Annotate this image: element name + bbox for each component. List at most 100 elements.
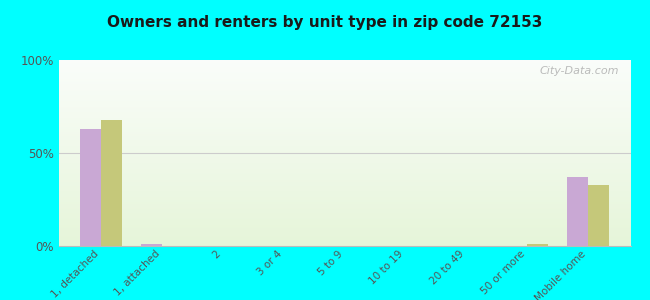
Bar (58, 82, 630, 83)
Bar (58, 243, 630, 244)
Text: Owners and renters by unit type in zip code 72153: Owners and renters by unit type in zip c… (107, 15, 543, 30)
Bar (58, 184, 630, 185)
Bar (58, 68, 630, 69)
Bar (58, 223, 630, 224)
Bar (58, 92, 630, 94)
Bar (58, 111, 630, 112)
Bar (58, 180, 630, 181)
Bar (58, 103, 630, 104)
Bar (58, 210, 630, 211)
Bar (58, 90, 630, 91)
Bar (80, 129, 101, 246)
Bar (58, 199, 630, 200)
Bar (58, 194, 630, 195)
Bar (58, 115, 630, 116)
Bar (58, 190, 630, 191)
Bar (58, 97, 630, 98)
Bar (58, 63, 630, 64)
Bar (58, 208, 630, 209)
Bar (58, 181, 630, 182)
Bar (58, 175, 630, 176)
Bar (58, 143, 630, 144)
Bar (58, 81, 630, 82)
Bar (58, 139, 630, 140)
Bar (58, 80, 630, 81)
Bar (58, 177, 630, 178)
Bar (58, 84, 630, 85)
Bar (58, 116, 630, 117)
Bar (58, 167, 630, 168)
Bar (58, 75, 630, 76)
Bar (58, 242, 630, 243)
Bar (58, 149, 630, 150)
Bar (58, 233, 630, 234)
Bar (58, 189, 630, 190)
Bar (58, 231, 630, 232)
Bar (58, 182, 630, 183)
Bar (58, 64, 630, 66)
Bar (58, 161, 630, 162)
Bar (58, 74, 630, 75)
Bar (58, 168, 630, 169)
Bar (58, 207, 630, 208)
Bar (58, 123, 630, 124)
Bar (58, 73, 630, 74)
Bar (58, 217, 630, 218)
Bar (58, 127, 630, 128)
Bar (58, 235, 630, 236)
Bar (58, 106, 630, 107)
Bar (58, 107, 630, 108)
Bar (58, 173, 630, 174)
Bar (58, 122, 630, 123)
Bar (58, 141, 630, 142)
Bar (58, 211, 630, 212)
Bar (58, 160, 630, 161)
Bar (58, 88, 630, 89)
Bar (58, 179, 630, 180)
Bar (58, 244, 630, 245)
Bar (58, 94, 630, 95)
Bar (58, 239, 630, 240)
Bar (58, 198, 630, 199)
Bar (58, 71, 630, 72)
Bar (58, 178, 630, 179)
Bar (58, 128, 630, 129)
Bar (58, 130, 630, 131)
Bar (58, 174, 630, 175)
Bar (58, 188, 630, 189)
Bar (58, 203, 630, 204)
Bar (58, 114, 630, 115)
Bar (58, 183, 630, 184)
Bar (58, 144, 630, 145)
Bar (58, 152, 630, 153)
Bar (58, 147, 630, 148)
Bar (58, 83, 630, 84)
Bar (58, 232, 630, 233)
Bar (567, 177, 588, 246)
Bar (58, 124, 630, 125)
Bar (58, 221, 630, 222)
Bar (58, 62, 630, 63)
Bar (58, 102, 630, 103)
Bar (58, 78, 630, 79)
Bar (58, 219, 630, 220)
Bar (58, 145, 630, 146)
Bar (58, 234, 630, 235)
Bar (58, 77, 630, 78)
Text: City-Data.com: City-Data.com (540, 66, 619, 76)
Bar (58, 133, 630, 134)
Bar (58, 118, 630, 119)
Bar (58, 100, 630, 101)
Bar (58, 150, 630, 151)
Bar (58, 200, 630, 201)
Bar (58, 135, 630, 136)
Bar (58, 245, 630, 246)
Bar (58, 163, 630, 164)
Bar (58, 212, 630, 214)
Bar (58, 197, 630, 198)
Bar (58, 126, 630, 127)
Bar (58, 134, 630, 135)
Bar (58, 138, 630, 139)
Bar (58, 112, 630, 113)
Bar (58, 206, 630, 207)
